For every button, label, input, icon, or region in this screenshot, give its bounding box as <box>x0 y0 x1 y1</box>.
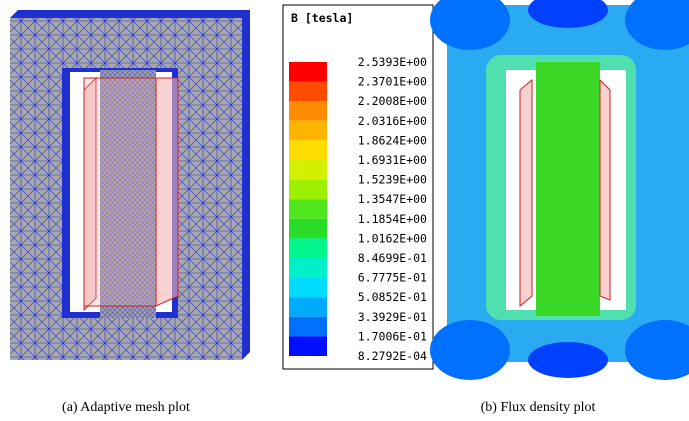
legend-title: B [tesla] <box>291 11 353 25</box>
legend-swatch <box>289 62 327 82</box>
legend-swatch <box>289 121 327 141</box>
legend-label: 5.0852E-01 <box>358 290 427 304</box>
legend-label: 8.4699E-01 <box>358 251 427 265</box>
legend-label: 1.8624E+00 <box>358 133 427 147</box>
legend-swatch <box>289 219 327 239</box>
legend-swatch <box>289 317 327 337</box>
legend-swatch <box>289 199 327 219</box>
legend-label: 1.7006E-01 <box>358 329 427 343</box>
legend-swatch <box>289 82 327 102</box>
legend-label: 2.3701E+00 <box>358 75 427 89</box>
legend-swatch <box>289 278 327 298</box>
legend-label: 1.1854E+00 <box>358 212 427 226</box>
legend-label: 6.7775E-01 <box>358 271 427 285</box>
legend-label: 2.2008E+00 <box>358 94 427 108</box>
legend-swatch <box>289 180 327 200</box>
mesh-image <box>10 10 250 360</box>
page: B [tesla] 2.5393E+00 2.3701E+00 2.2008E+00… <box>0 0 689 421</box>
caption: (a) Adaptive mesh plot <box>62 400 190 415</box>
legend-swatch <box>289 140 327 160</box>
legend-label: 1.0162E+00 <box>358 231 427 245</box>
legend-swatch <box>289 336 327 356</box>
legend-swatch <box>289 101 327 121</box>
legend-label: 2.5393E+00 <box>358 55 427 69</box>
figure: B [tesla] 2.5393E+00 2.3701E+00 2.2008E+00… <box>0 0 689 421</box>
legend-label: 3.3929E-01 <box>358 310 427 324</box>
legend: B [tesla] 2.5393E+00 2.3701E+00 2.2008E+00… <box>283 5 433 369</box>
caption: (b) Flux density plot <box>481 400 596 415</box>
legend-swatch <box>289 258 327 278</box>
legend-label: 2.0316E+00 <box>358 114 427 128</box>
legend-label: 1.5239E+00 <box>358 173 427 187</box>
legend-label: 8.2792E-04 <box>358 349 427 363</box>
legend-swatch <box>289 160 327 180</box>
legend-swatch <box>289 238 327 258</box>
flux-image <box>430 0 689 380</box>
legend-label: 1.6931E+00 <box>358 153 427 167</box>
legend-swatch <box>289 297 327 317</box>
legend-label: 1.3547E+00 <box>358 192 427 206</box>
